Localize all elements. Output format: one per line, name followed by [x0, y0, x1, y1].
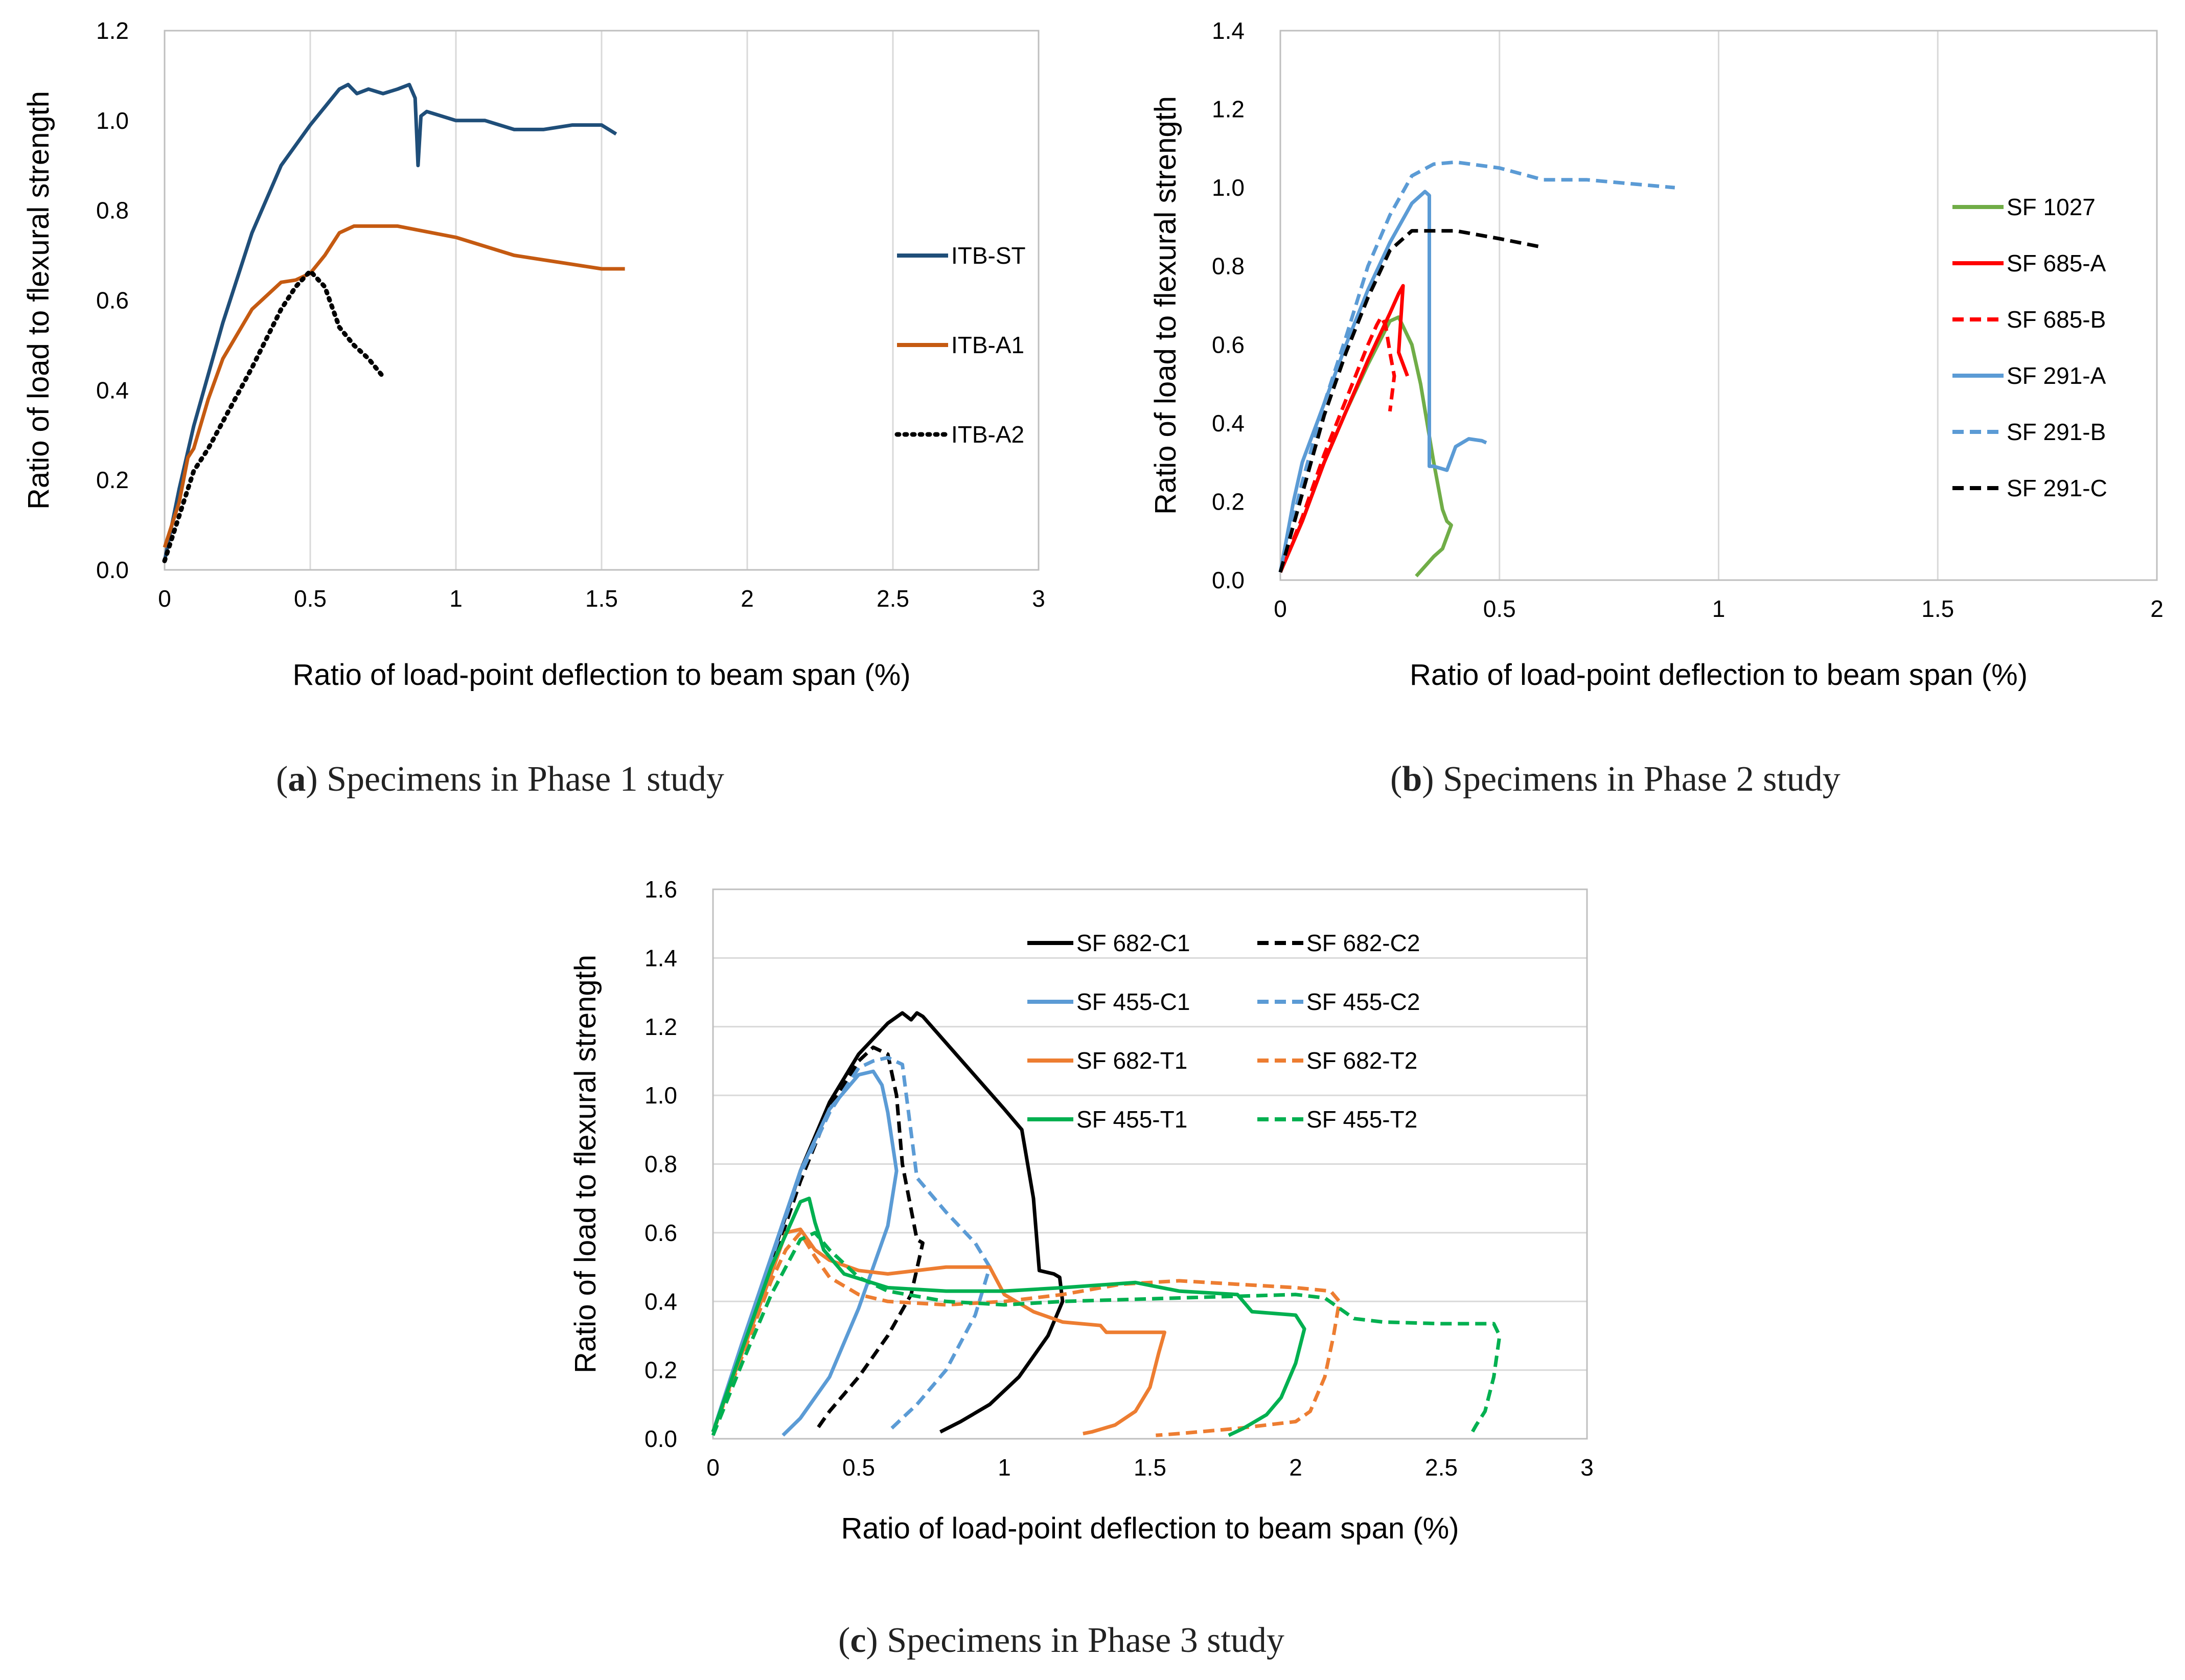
x-axis-title: Ratio of load-point deflection to beam s…	[841, 1512, 1459, 1545]
plot-area	[1279, 30, 2158, 581]
series-line-sf-685-b	[1278, 315, 1396, 573]
x-tick-label: 0.5	[1483, 595, 1516, 622]
series-line-sf-455-c2	[711, 1055, 992, 1434]
caption-phase2: (b) Specimens in Phase 2 study	[1390, 760, 1841, 799]
y-tick-label: 0.2	[1212, 488, 1245, 515]
y-tick-label: 1.2	[96, 17, 129, 44]
x-tick-label: 0	[158, 585, 171, 612]
legend-label: ITB-ST	[951, 242, 1026, 269]
legend-label: SF 291-B	[2007, 419, 2106, 445]
x-tick-label: 1	[1712, 595, 1726, 622]
x-axis-title: Ratio of load-point deflection to beam s…	[1410, 658, 2028, 692]
series-line-sf-291-b	[1278, 160, 1675, 573]
series-line-itb-a1	[163, 224, 625, 548]
legend-label: SF 291-A	[2007, 362, 2106, 389]
y-tick-label: 1.6	[645, 876, 677, 903]
series-line-sf-455-t1	[711, 1196, 1306, 1437]
x-tick-label: 2.5	[877, 585, 909, 612]
y-tick-label: 0.4	[1212, 410, 1245, 436]
y-tick-label: 1.4	[1212, 17, 1245, 44]
caption-phase3: (c) Specimens in Phase 3 study	[838, 1621, 1284, 1660]
series-line-sf-291-c	[1278, 229, 1539, 573]
y-tick-label: 1.4	[645, 945, 677, 971]
chart-phase1: 0 0.5 1 1.5 2 2.5 3 0.0 0.2 0.4 0.6 0.8 1.0 1.2 Ratio …	[22, 17, 1045, 692]
legend-label: ITB-A1	[951, 332, 1024, 358]
legend-label: SF 455-C1	[1076, 988, 1190, 1015]
series-line-itb-a2	[162, 268, 385, 563]
y-tick-label: 0.4	[645, 1288, 677, 1315]
y-tick-label: 0.8	[96, 197, 129, 224]
series-line-sf-455-t2	[711, 1231, 1502, 1437]
legend-label: ITB-A2	[951, 421, 1024, 448]
y-tick-label: 1.0	[645, 1082, 677, 1109]
legend-label: SF 291-C	[2007, 475, 2107, 501]
legend-label: SF 455-T2	[1306, 1106, 1417, 1133]
x-tick-label: 0.5	[294, 585, 327, 612]
legend-label: SF 685-B	[2007, 306, 2106, 333]
y-axis-title: Ratio of load to flexural strength	[569, 955, 602, 1373]
legend-label: SF 682-C1	[1076, 930, 1190, 956]
series-line-sf-1027	[1278, 315, 1453, 578]
y-axis-title: Ratio of load to flexural strength	[22, 91, 55, 510]
legend-label: SF 685-A	[2007, 250, 2106, 277]
series-line-sf-455-c1	[711, 1069, 899, 1437]
y-tick-label: 0.8	[645, 1151, 677, 1178]
y-tick-label: 1.2	[1212, 96, 1245, 123]
legend-label: SF 682-T1	[1076, 1047, 1187, 1074]
y-tick-label: 0.2	[645, 1357, 677, 1384]
x-axis-title: Ratio of load-point deflection to beam s…	[292, 658, 910, 692]
y-tick-label: 0.6	[1212, 331, 1245, 358]
x-tick-label: 2	[2150, 595, 2164, 622]
chart-phase3: 0 0.5 1 1.5 2 2.5 3 0.0 0.2 0.4 0.6 0.8 1.0 1.2 1.4 1.6…	[569, 876, 1594, 1545]
x-tick-label: 1	[998, 1454, 1011, 1481]
y-tick-label: 0.6	[645, 1219, 677, 1246]
chart-phase2: 0 0.5 1 1.5 2 0.0 0.2 0.4 0.6 0.8 1.0 1.2 1.4 Ratio o…	[1149, 17, 2164, 692]
legend-label: SF 682-T2	[1306, 1047, 1417, 1074]
x-tick-label: 2	[741, 585, 754, 612]
x-tick-label: 0	[706, 1454, 720, 1481]
x-tick-label: 2	[1289, 1454, 1302, 1481]
y-tick-label: 0.0	[1212, 567, 1245, 593]
y-tick-label: 1.0	[96, 107, 129, 134]
x-tick-label: 2.5	[1425, 1454, 1458, 1481]
legend-label: SF 682-C2	[1306, 930, 1420, 956]
caption-phase1: (a) Specimens in Phase 1 study	[276, 760, 724, 799]
series-line-sf-682-t2	[711, 1231, 1341, 1437]
x-tick-label: 1.5	[585, 585, 618, 612]
y-tick-label: 0.2	[96, 467, 129, 493]
x-tick-label: 1.5	[1134, 1454, 1166, 1481]
x-tick-label: 1	[449, 585, 463, 612]
x-tick-label: 3	[1032, 585, 1045, 612]
legend-label: SF 455-T1	[1076, 1106, 1187, 1133]
plot-area	[164, 30, 1040, 571]
plot-area	[712, 888, 1588, 1440]
series-line-sf-685-a	[1278, 284, 1409, 573]
y-tick-label: 0.0	[96, 557, 129, 583]
x-tick-label: 3	[1580, 1454, 1594, 1481]
y-tick-label: 0.8	[1212, 253, 1245, 280]
y-axis-title: Ratio of load to flexural strength	[1149, 96, 1182, 515]
x-tick-label: 0	[1274, 595, 1287, 622]
y-tick-label: 0.0	[645, 1425, 677, 1452]
y-tick-label: 0.6	[96, 287, 129, 314]
legend-label: SF 1027	[2007, 194, 2096, 220]
y-tick-label: 1.2	[645, 1014, 677, 1040]
x-tick-label: 1.5	[1921, 595, 1954, 622]
y-tick-label: 0.4	[96, 377, 129, 403]
series-line-sf-291-a	[1278, 190, 1487, 573]
x-tick-label: 0.5	[842, 1454, 875, 1481]
series-line-itb-st	[163, 83, 617, 562]
y-tick-label: 1.0	[1212, 174, 1245, 201]
series-line-sf-682-c2	[711, 1045, 925, 1433]
legend-label: SF 455-C2	[1306, 988, 1420, 1015]
series-line-sf-682-c1	[711, 1011, 1065, 1434]
